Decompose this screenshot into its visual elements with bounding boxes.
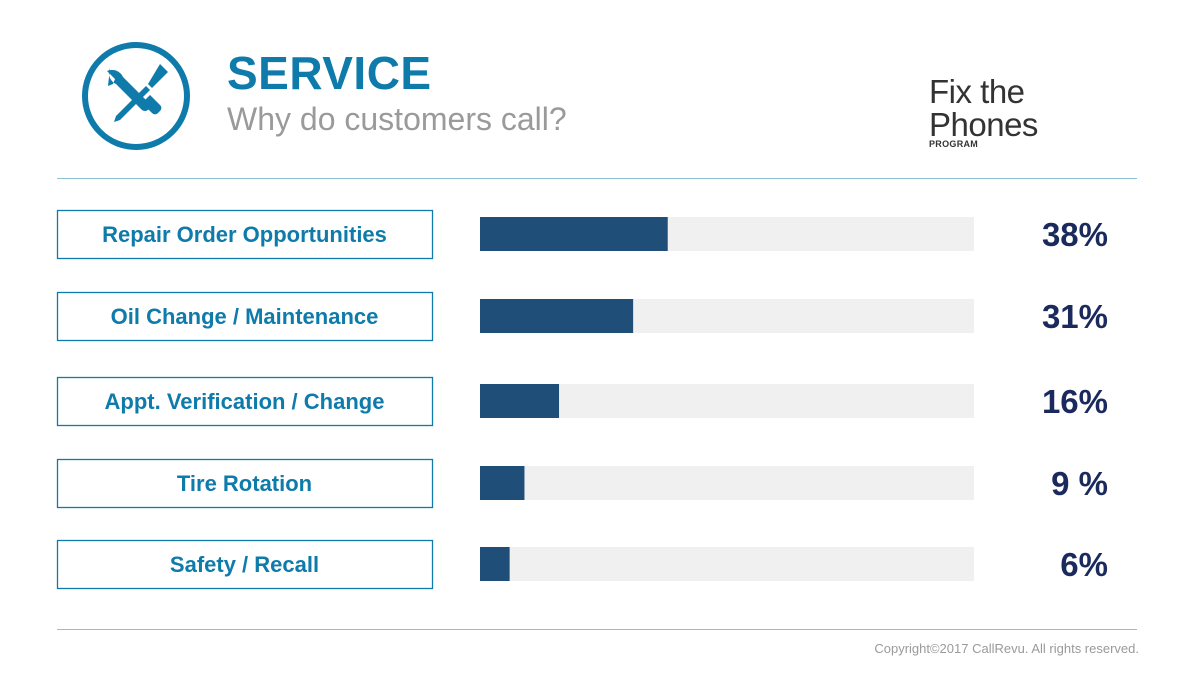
value-label: 16% [1042, 383, 1108, 420]
category-label-box [56, 291, 434, 342]
brand-subtitle: PROGRAM [929, 139, 979, 149]
value-label: 38% [1042, 216, 1108, 253]
brand-logo: Fix the Phones PROGRAM [929, 75, 1124, 149]
category-label: Repair Order Opportunities [102, 222, 387, 247]
bar [480, 384, 560, 418]
value-label: 9 % [1051, 465, 1108, 502]
chart-row: Appt. Verification / Change 16% [56, 376, 1108, 427]
bar [480, 547, 510, 581]
category-label-box [56, 539, 434, 590]
category-label: Oil Change / Maintenance [111, 304, 379, 329]
top-divider [57, 178, 1137, 179]
bottom-divider [57, 629, 1137, 630]
chart-row: Tire Rotation 9 % [56, 458, 1108, 509]
category-label-box [56, 209, 434, 260]
bar-track [480, 547, 974, 581]
copyright-text: Copyright©2017 CallRevu. All rights rese… [874, 641, 1139, 656]
category-label-box [56, 376, 434, 427]
chart-row: Oil Change / Maintenance 31% [56, 291, 1108, 342]
wrench-screwdriver-icon [82, 42, 190, 150]
page-title: SERVICE [227, 47, 432, 99]
chart-row: Repair Order Opportunities 38% [56, 209, 1108, 260]
bar-track [480, 384, 974, 418]
category-label: Safety / Recall [170, 552, 319, 577]
brand-name: Fix the Phones [929, 73, 1038, 143]
bar-track [480, 466, 974, 500]
category-label: Tire Rotation [177, 471, 312, 496]
bar [480, 217, 668, 251]
chart-row: Safety / Recall 6% [56, 539, 1108, 590]
bar [480, 299, 634, 333]
category-label: Appt. Verification / Change [105, 389, 385, 414]
value-label: 6% [1060, 546, 1108, 583]
value-label: 31% [1042, 298, 1108, 335]
page-subtitle: Why do customers call? [227, 101, 567, 137]
bar [480, 466, 525, 500]
category-label-box [56, 458, 434, 509]
